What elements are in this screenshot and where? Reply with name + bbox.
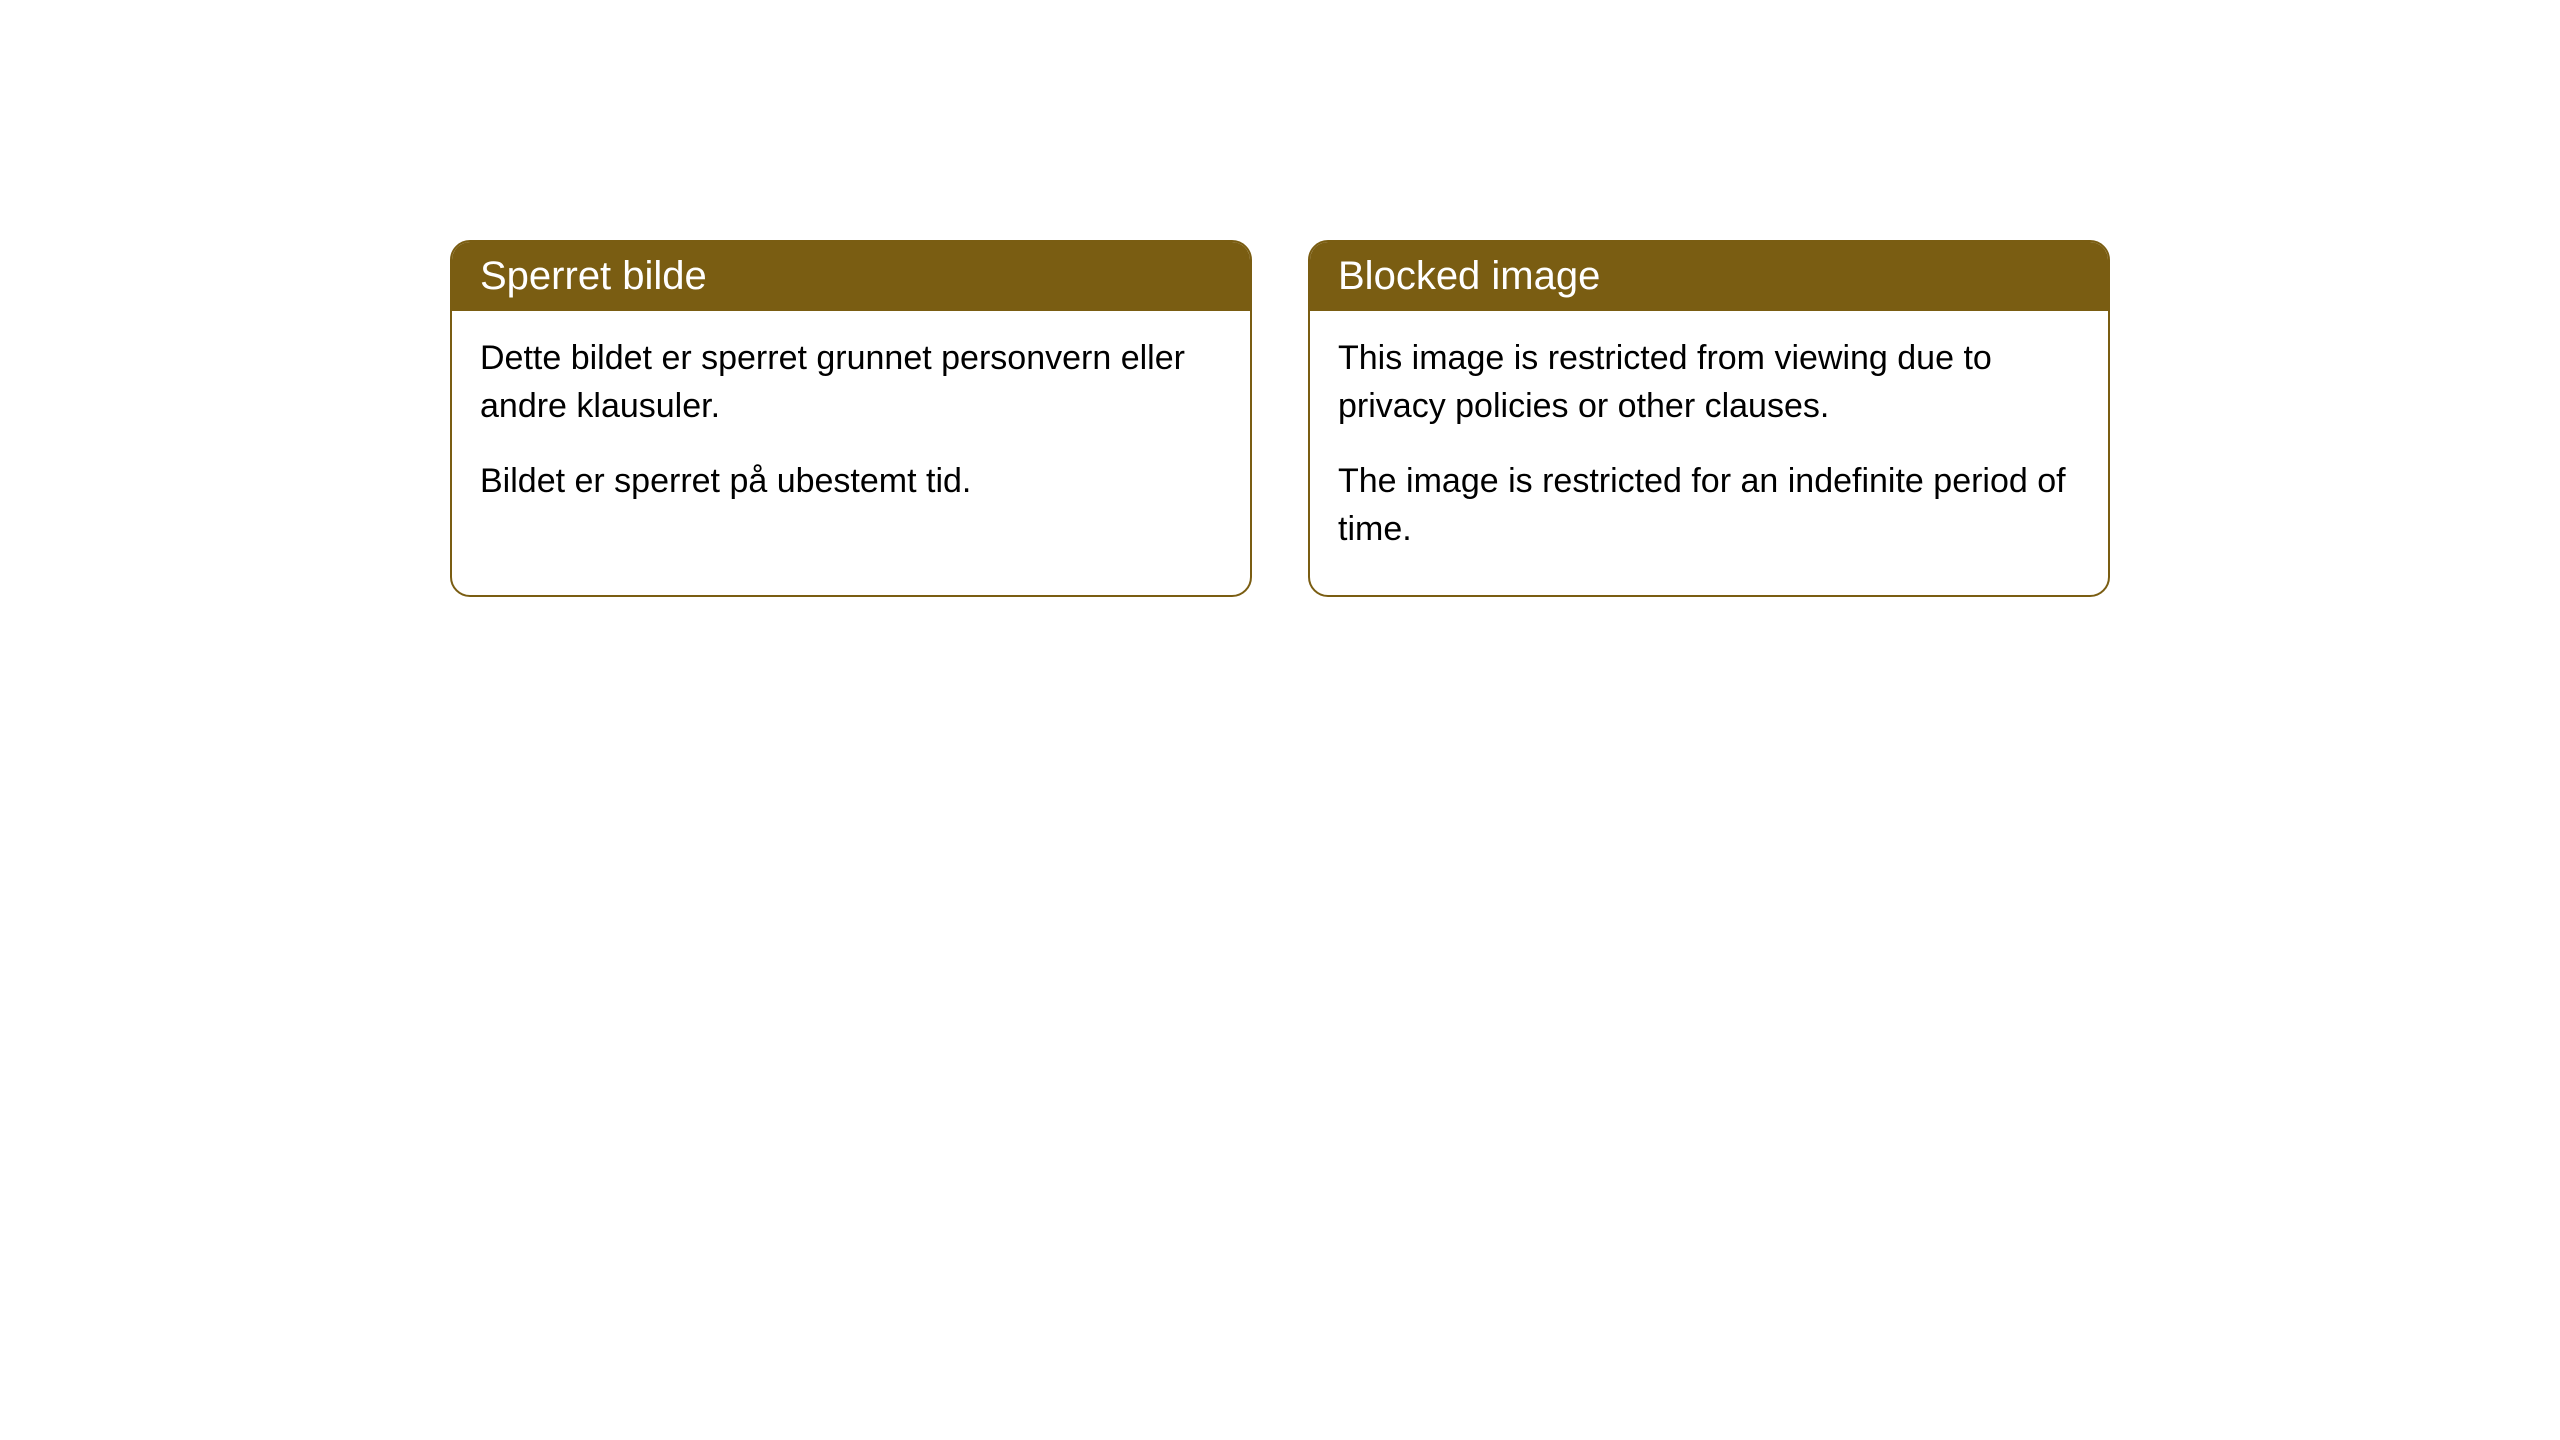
notice-text-norwegian-1: Dette bildet er sperret grunnet personve… [480,335,1222,430]
notice-card-norwegian: Sperret bilde Dette bildet er sperret gr… [450,240,1252,597]
notice-card-english: Blocked image This image is restricted f… [1308,240,2110,597]
notice-text-english-1: This image is restricted from viewing du… [1338,335,2080,430]
notice-text-english-2: The image is restricted for an indefinit… [1338,458,2080,553]
card-body-english: This image is restricted from viewing du… [1310,311,2108,595]
notice-cards-container: Sperret bilde Dette bildet er sperret gr… [450,240,2110,597]
card-header-english: Blocked image [1310,242,2108,311]
card-header-norwegian: Sperret bilde [452,242,1250,311]
notice-text-norwegian-2: Bildet er sperret på ubestemt tid. [480,458,1222,506]
card-body-norwegian: Dette bildet er sperret grunnet personve… [452,311,1250,548]
